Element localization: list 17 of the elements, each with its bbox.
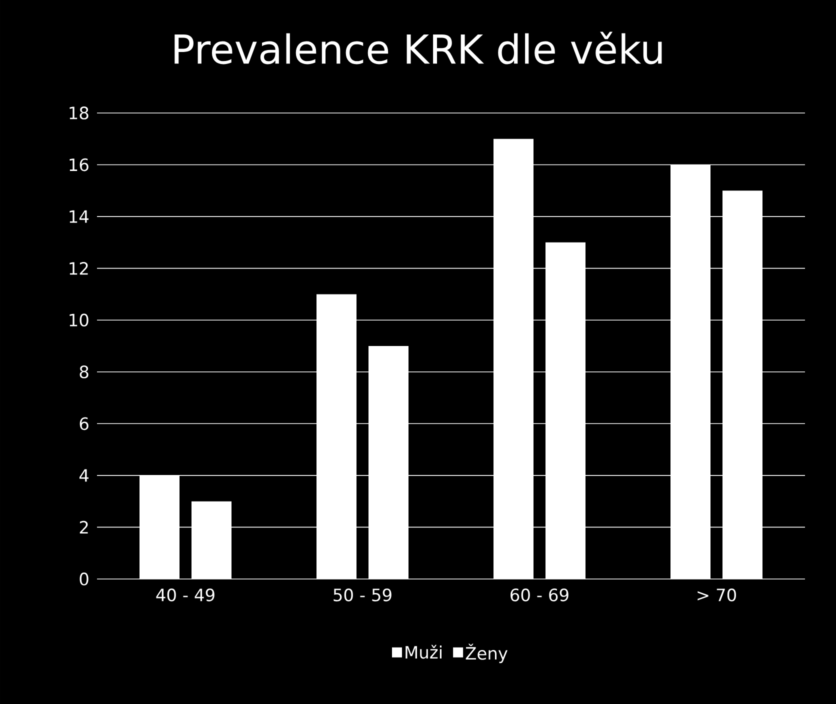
- y-tick-label: 6: [80, 417, 88, 430]
- chart-title: Prevalence KRK dle věku: [174, 32, 662, 64]
- y-tick-label: 16: [70, 158, 88, 172]
- y-tick-label: 12: [70, 262, 88, 275]
- y-tick-label: 8: [80, 365, 88, 378]
- y-tick-label: 18: [70, 106, 88, 120]
- legend-label: Muži: [406, 644, 442, 659]
- y-tick-label: 4: [79, 469, 89, 482]
- x-tick-label: 60 - 69: [510, 588, 568, 602]
- x-tick-label: 40 - 49: [156, 588, 214, 602]
- legend-label: Ženy: [466, 644, 508, 664]
- y-tick-label: 14: [70, 210, 89, 223]
- y-tick-label: 10: [70, 314, 88, 327]
- x-tick-label: 50 - 59: [334, 588, 392, 602]
- x-tick-label: > 70: [698, 588, 736, 602]
- y-tick-label: 0: [80, 572, 88, 586]
- y-tick-label: 2: [80, 520, 88, 534]
